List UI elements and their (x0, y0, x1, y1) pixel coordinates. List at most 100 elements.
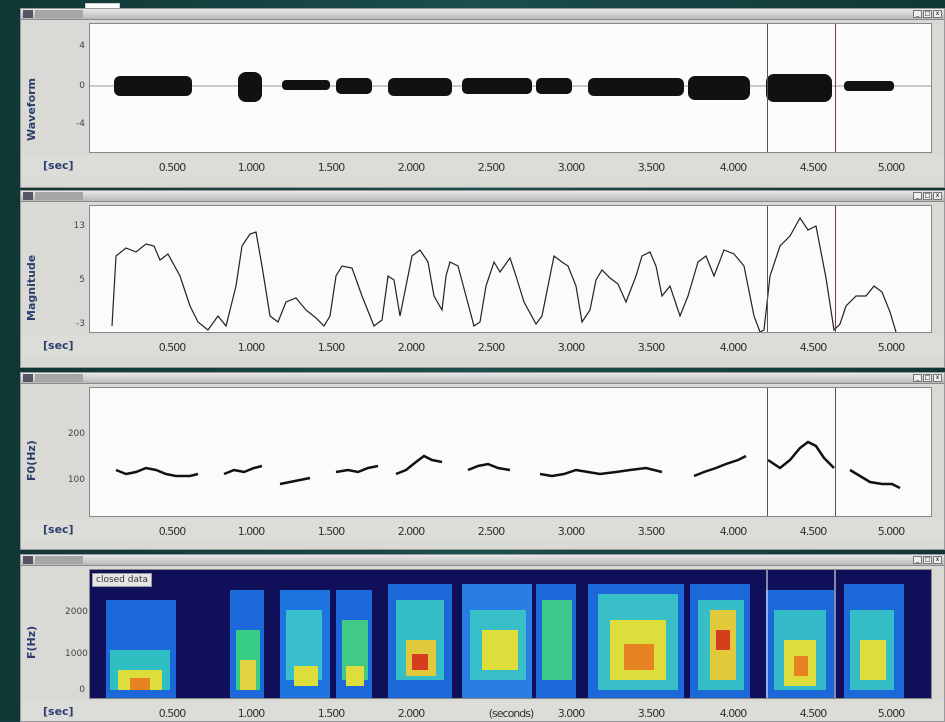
time-tick: 2.500 (477, 161, 505, 174)
waveform-ytick: -4 (76, 119, 85, 129)
spectrogram-ytick: 2000 (65, 607, 88, 617)
minimize-button[interactable]: _ (913, 10, 922, 18)
time-tick: 0.500 (158, 707, 186, 720)
spectrogram-ytick: 0 (79, 685, 85, 695)
window-icon (23, 374, 33, 382)
selection-start-line[interactable] (767, 24, 768, 152)
time-tick: 5.000 (877, 341, 905, 354)
maximize-button[interactable]: □ (923, 556, 932, 564)
pitch-ylabel: F0(Hz) (25, 440, 38, 481)
spectrogram-ytick: 1000 (65, 649, 88, 659)
time-tick: 2.500 (477, 525, 505, 538)
selection-start-line[interactable] (767, 206, 768, 332)
selection-end-line[interactable] (835, 388, 836, 516)
magnitude-titlebar[interactable]: _ □ x (21, 191, 944, 202)
time-tick: 2.000 (397, 341, 425, 354)
close-button[interactable]: x (933, 374, 942, 382)
time-unit: [sec] (43, 523, 74, 536)
pitch-plot[interactable] (89, 387, 932, 517)
time-tick: 3.000 (557, 341, 585, 354)
magnitude-ytick: -3 (76, 319, 85, 329)
time-tick: 3.500 (637, 161, 665, 174)
spectrogram-panel: _ □ x F(Hz) 2000 1000 0 (20, 554, 945, 722)
time-unit: [sec] (43, 159, 74, 172)
magnitude-plot[interactable] (89, 205, 932, 333)
waveform-time-axis: [sec] 0.500 1.000 1.500 2.000 2.500 3.00… (21, 155, 944, 177)
spectrogram-image (90, 570, 931, 698)
close-button[interactable]: x (933, 10, 942, 18)
pitch-panel: _ □ x F0(Hz) 200 100 [sec] 0.500 (20, 372, 945, 550)
time-tick: 1.000 (237, 341, 265, 354)
time-tick: (seconds) (488, 707, 535, 720)
window-name (35, 192, 83, 200)
time-tick: 2.000 (397, 161, 425, 174)
selection-end-line[interactable] (835, 24, 836, 152)
time-tick: 4.500 (799, 525, 827, 538)
pitch-titlebar[interactable]: _ □ x (21, 373, 944, 384)
time-tick: 1.500 (317, 707, 345, 720)
minimize-button[interactable]: _ (913, 374, 922, 382)
window-name (35, 374, 83, 382)
selection-end-line[interactable] (835, 206, 836, 332)
maximize-button[interactable]: □ (923, 10, 932, 18)
pitch-time-axis: [sec] 0.500 1.000 1.500 2.000 2.500 3.00… (21, 519, 944, 541)
pitch-graph (115, 440, 901, 490)
time-tick: 4.000 (719, 525, 747, 538)
maximize-button[interactable]: □ (923, 192, 932, 200)
spectrogram-ylabel: F(Hz) (25, 625, 38, 659)
time-tick: 4.500 (799, 341, 827, 354)
maximize-button[interactable]: □ (923, 374, 932, 382)
minimize-button[interactable]: _ (913, 192, 922, 200)
time-tick: 0.500 (158, 525, 186, 538)
time-tick: 1.500 (317, 525, 345, 538)
time-tick: 3.000 (557, 525, 585, 538)
window-icon (23, 556, 33, 564)
pitch-ytick: 200 (67, 429, 85, 439)
time-unit: [sec] (43, 339, 74, 352)
spectrogram-time-axis: [sec] 0.500 1.000 1.500 2.000 (seconds) … (21, 701, 944, 721)
time-tick: 4.000 (719, 161, 747, 174)
spectrogram-titlebar[interactable]: _ □ x (21, 555, 944, 566)
time-tick: 1.000 (237, 161, 265, 174)
magnitude-panel: _ □ x Magnitude 13 5 -3 [sec] 0.500 1.00… (20, 190, 945, 368)
minimize-button[interactable]: _ (913, 556, 922, 564)
waveform-titlebar[interactable]: _ □ x (21, 9, 944, 20)
time-tick: 2.000 (397, 525, 425, 538)
waveform-graph (90, 72, 931, 102)
time-tick: 5.000 (877, 707, 905, 720)
time-tick: 4.000 (719, 707, 747, 720)
time-tick: 3.000 (557, 161, 585, 174)
time-tick: 5.000 (877, 161, 905, 174)
time-tick: 5.000 (877, 525, 905, 538)
close-button[interactable]: x (933, 192, 942, 200)
magnitude-ytick: 5 (79, 275, 85, 285)
magnitude-graph (111, 216, 897, 332)
time-tick: 2.500 (477, 341, 505, 354)
time-tick: 0.500 (158, 161, 186, 174)
magnitude-time-axis: [sec] 0.500 1.000 1.500 2.000 2.500 3.00… (21, 335, 944, 357)
time-tick: 1.000 (237, 525, 265, 538)
window-icon (23, 10, 33, 18)
time-tick: 1.500 (317, 341, 345, 354)
time-tick: 4.500 (799, 707, 827, 720)
spectrogram-plot[interactable]: closed data (89, 569, 932, 699)
selection-start-line[interactable] (767, 388, 768, 516)
close-button[interactable]: x (933, 556, 942, 564)
window-icon (23, 192, 33, 200)
time-tick: 3.500 (637, 525, 665, 538)
spectrogram-overlay-label: closed data (92, 573, 153, 587)
magnitude-ytick: 13 (73, 221, 85, 231)
time-tick: 1.500 (317, 161, 345, 174)
waveform-panel: _ □ x Waveform 4 0 -4 (20, 8, 945, 188)
waveform-ytick: 0 (79, 81, 85, 91)
time-tick: 3.500 (637, 707, 665, 720)
time-unit: [sec] (43, 705, 74, 718)
time-tick: 0.500 (158, 341, 186, 354)
waveform-plot[interactable] (89, 23, 932, 153)
time-tick: 1.000 (237, 707, 265, 720)
time-tick: 2.000 (397, 707, 425, 720)
waveform-ylabel: Waveform (25, 77, 38, 141)
window-name (35, 10, 83, 18)
time-tick: 3.000 (557, 707, 585, 720)
pitch-ytick: 100 (67, 475, 85, 485)
